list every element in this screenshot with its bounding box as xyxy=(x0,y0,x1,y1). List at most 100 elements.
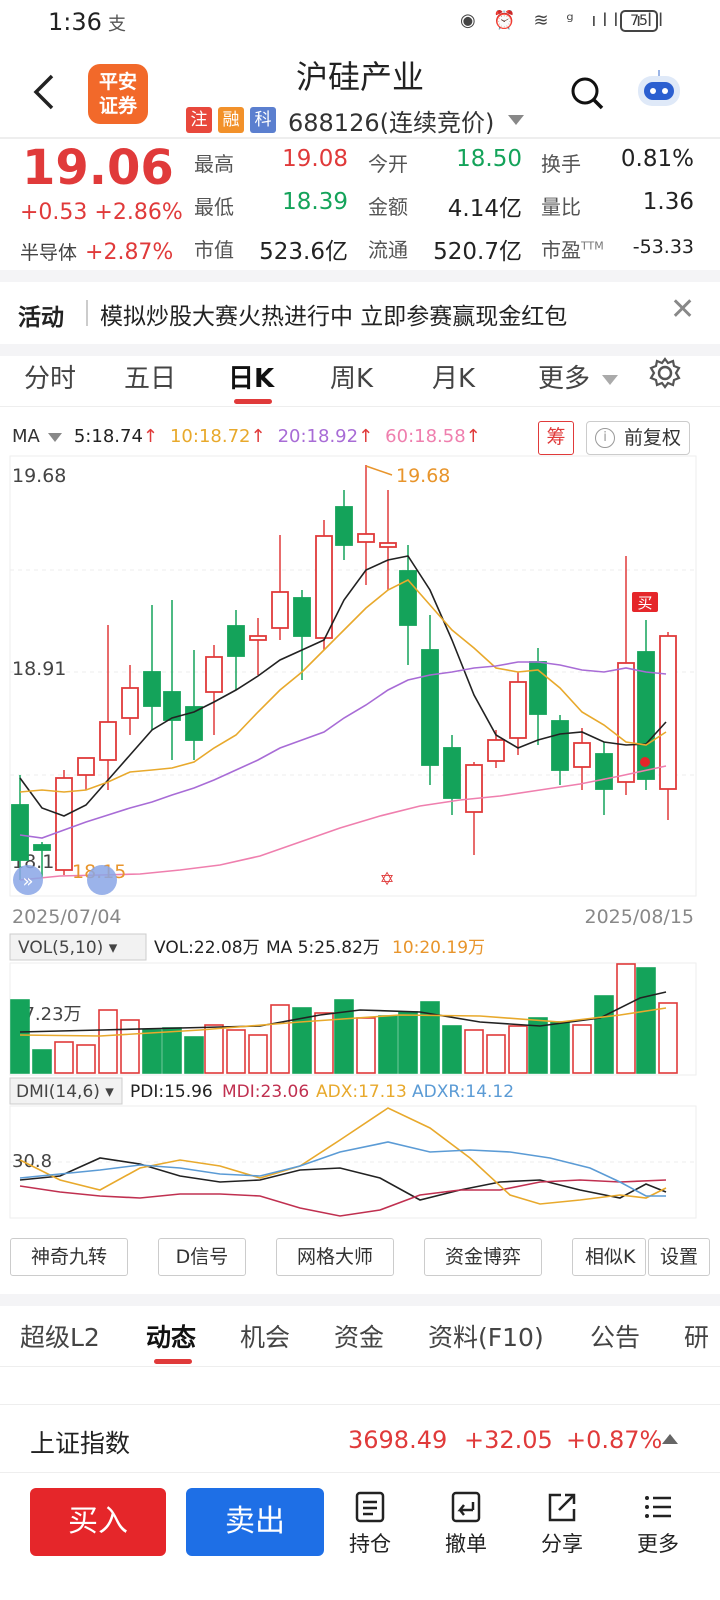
stat-label-open: 今开 xyxy=(368,152,408,176)
sell-button[interactable]: 卖出 xyxy=(186,1488,324,1556)
max-price-label: 19.68 xyxy=(396,465,450,487)
tab-announcements[interactable]: 公告 xyxy=(590,1323,641,1352)
stock-tags[interactable]: 注 融 科 688126(连续竞价) xyxy=(186,106,525,137)
gear-icon[interactable] xyxy=(648,356,682,390)
signal-dot xyxy=(640,757,650,767)
volume-bar xyxy=(378,1015,398,1074)
divider xyxy=(0,137,720,139)
tab-daily-k[interactable]: 日K xyxy=(228,364,275,394)
candle-body xyxy=(77,757,95,776)
tool-d-signal[interactable]: D信号 xyxy=(158,1238,246,1276)
volume-bar xyxy=(98,1009,118,1074)
candle-body xyxy=(11,804,29,861)
vol-ma5: MA 5:25.82万 xyxy=(266,938,380,958)
volume-bar xyxy=(270,1004,290,1074)
activity-tag: 活动 xyxy=(18,305,64,331)
stat-label-float-cap: 流通 xyxy=(368,238,408,262)
dmi-mdi: MDI:23.06 xyxy=(222,1082,309,1102)
status-bar: 1:36 支 ◉ ⏰ ≋ ᵍ ıll ıll 75 xyxy=(0,0,720,44)
tab-capital[interactable]: 资金 xyxy=(334,1323,385,1352)
candle-body xyxy=(443,747,461,799)
dmi-axis-label: 30.8 xyxy=(12,1151,52,1172)
cancel-order-button[interactable]: 撤单 xyxy=(426,1490,506,1558)
adjust-mode-button[interactable]: i 前复权 xyxy=(586,421,690,455)
price-axis-mid: 18.91 xyxy=(12,658,66,680)
ma10-line xyxy=(19,579,667,793)
tag-star-market: 科 xyxy=(250,107,276,133)
chevron-down-icon xyxy=(602,374,619,385)
kline-chart[interactable]: 19.6818.9118.1419.6818.15买»✡2025/07/0420… xyxy=(0,418,720,1234)
volume-bar xyxy=(572,1024,592,1074)
back-icon[interactable] xyxy=(30,70,62,114)
volume-bar xyxy=(356,1017,376,1074)
tab-intraday[interactable]: 分时 xyxy=(24,364,77,394)
candle-body xyxy=(121,687,139,719)
stock-code: 688126(连续竞价) xyxy=(288,108,495,137)
status-app-icon: 支 xyxy=(108,14,126,35)
ma-legend[interactable]: MA 5:18.74↑ 10:18.72↑ 20:18.92↑ 60:18.58… xyxy=(12,426,481,447)
candle-body xyxy=(509,681,527,739)
share-button[interactable]: 分享 xyxy=(522,1490,602,1558)
chevron-up-icon[interactable] xyxy=(662,1434,678,1444)
stat-value-pe: -53.33 xyxy=(632,236,694,258)
tool-magic-nine[interactable]: 神奇九转 xyxy=(10,1238,128,1276)
stat-label-volume-ratio: 量比 xyxy=(541,195,581,219)
tool-capital-game[interactable]: 资金博弈 xyxy=(424,1238,542,1276)
more-button[interactable]: 更多 xyxy=(618,1490,698,1558)
tab-five-day[interactable]: 五日 xyxy=(124,364,177,394)
candle-body xyxy=(595,753,613,790)
tab-research[interactable]: 研 xyxy=(684,1323,710,1352)
candle-body xyxy=(617,662,635,783)
ai-assistant-icon[interactable] xyxy=(634,68,684,112)
ma20-value: 20:18.92↑ xyxy=(277,426,374,447)
volume-bar xyxy=(226,1029,246,1074)
candle-body xyxy=(399,570,417,626)
tab-monthly-k[interactable]: 月K xyxy=(432,364,476,394)
buy-button[interactable]: 买入 xyxy=(30,1488,166,1556)
candle-body xyxy=(465,764,483,813)
volume-bar xyxy=(162,1027,182,1074)
tab-super-l2[interactable]: 超级L2 xyxy=(20,1323,100,1352)
tab-opportunity[interactable]: 机会 xyxy=(240,1323,291,1352)
volume-bar xyxy=(658,1002,678,1074)
tab-more[interactable]: 更多 xyxy=(538,358,619,395)
vol-indicator-select xyxy=(9,933,147,961)
candle-body xyxy=(55,777,73,871)
tool-grid-master[interactable]: 网格大师 xyxy=(276,1238,394,1276)
candle-body xyxy=(487,739,505,762)
info-icon: i xyxy=(595,428,615,448)
vol-value: VOL:22.08万 xyxy=(154,938,260,958)
volume-bar xyxy=(314,1012,334,1074)
tool-similar-k[interactable]: 相似K xyxy=(572,1238,646,1276)
tab-news-feed[interactable]: 动态 xyxy=(146,1323,197,1352)
tab-weekly-k[interactable]: 周K xyxy=(330,364,374,394)
broker-logo: 平安 证券 xyxy=(88,64,148,124)
stat-label-high: 最高 xyxy=(194,152,234,176)
candle-body xyxy=(205,656,223,693)
mdi-line xyxy=(19,1179,667,1217)
divider xyxy=(0,1366,720,1367)
activity-banner[interactable]: 活动 模拟炒股大赛火热进行中 立即参赛赢现金红包 ✕ xyxy=(0,282,720,344)
pdi-line xyxy=(19,1157,667,1201)
candle-body xyxy=(293,597,311,637)
sector-change[interactable]: 半导体 +2.87% xyxy=(20,240,174,265)
tab-f10[interactable]: 资料(F10) xyxy=(428,1323,544,1352)
tool-settings[interactable]: 设置 xyxy=(648,1238,710,1276)
event-marker-icon: ✡ xyxy=(379,869,394,890)
undo-icon xyxy=(451,1491,481,1523)
ma5-line xyxy=(19,555,667,817)
divider xyxy=(0,406,720,407)
volume-bar xyxy=(464,1029,484,1074)
positions-button[interactable]: 持仓 xyxy=(330,1490,410,1558)
search-icon[interactable] xyxy=(570,76,604,110)
volume-bar xyxy=(442,1025,462,1074)
close-icon[interactable]: ✕ xyxy=(670,292,696,327)
candle-body xyxy=(249,635,267,641)
index-change: +32.05 xyxy=(464,1426,553,1454)
menu-icon xyxy=(645,1496,671,1518)
chip-distribution-button[interactable]: 筹 xyxy=(538,421,574,455)
stat-label-amount: 金额 xyxy=(368,195,408,219)
buy-signal-marker xyxy=(632,592,658,612)
price-axis-top: 19.68 xyxy=(12,465,66,487)
share-icon xyxy=(548,1493,576,1522)
